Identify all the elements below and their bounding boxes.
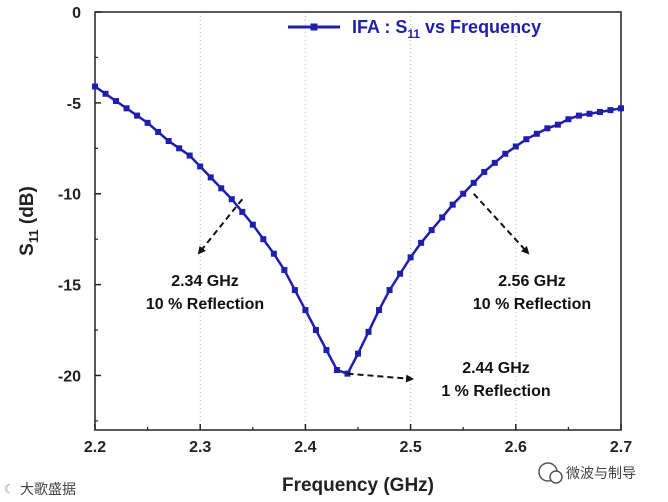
data-point [270,250,277,257]
grid [199,12,517,430]
data-point [376,307,383,314]
data-point [618,105,624,112]
legend-label-main: IFA : S [352,17,407,37]
data-point [281,267,288,274]
series-line [94,85,622,376]
data-point [102,90,109,97]
legend-marker [310,23,318,31]
data-point [291,287,298,294]
data-point [134,112,141,119]
legend-label-sub: 11 [407,27,420,41]
data-point [460,190,467,197]
data-point [260,236,267,243]
watermark-left: ☾ 大歌盛据 [4,482,76,498]
watermark-right-text: 微波与制导 [566,466,636,482]
data-point [312,327,319,334]
data-point [239,208,246,215]
data-point [228,196,235,203]
annotation-arrow [197,198,244,255]
data-point [365,328,372,335]
x-tick-label: 2.4 [294,439,316,456]
legend-label: IFA : S11 vs Frequency [352,17,541,41]
annotation-reflection: 10 % Reflection [473,296,591,313]
data-point [397,270,404,277]
annotations: 2.34 GHz 10 % Reflection 2.56 GHz 10 % Refl… [146,193,591,400]
data-point [565,116,572,123]
x-tick-label: 2.3 [189,439,211,456]
data-point [481,168,488,175]
watermark-left-text: 大歌盛据 [20,482,76,498]
data-point [113,98,120,105]
axis-ticks: 2.2 2.3 2.4 2.5 2.6 2.7 0 -5 -10 -15 -20 [58,5,632,456]
data-point [428,227,435,234]
data-point [92,83,98,90]
data-point [302,307,309,314]
y-tick-label: -10 [58,187,81,204]
data-point [596,108,603,115]
annotation-frequency: 2.56 GHz [498,273,566,290]
annotation-reflection: 1 % Reflection [441,383,550,400]
annotation-frequency: 2.34 GHz [171,273,239,290]
data-point [607,107,614,114]
annotation-arrow [472,193,530,255]
y-axis-title-rest: (dB) [17,186,38,229]
watermark-right: 微波与制导 [538,462,636,484]
data-point [186,152,193,159]
data-point [207,174,214,181]
x-tick-label: 2.5 [399,439,421,456]
data-point [491,159,498,166]
data-point [439,214,446,221]
data-point [512,143,519,150]
x-axis-title: Frequency (GHz) [282,475,434,496]
x-tick-label: 2.6 [505,439,527,456]
data-point [575,112,582,119]
data-point [176,145,183,152]
data-point [418,239,425,246]
data-point [333,367,340,374]
annotation-reflection: 10 % Reflection [146,296,264,313]
annotation-arrow [347,372,414,383]
data-point [165,138,172,145]
legend: IFA : S11 vs Frequency [288,17,541,41]
data-point [533,130,540,137]
data-point [323,347,330,354]
data-point [449,201,456,208]
data-point [197,163,204,170]
annotation-frequency: 2.44 GHz [462,360,530,377]
data-point [407,254,414,261]
y-axis-title: S11 (dB) [17,186,41,256]
data-point [502,150,509,157]
x-tick-label: 2.7 [610,439,632,456]
data-point [554,121,561,128]
data-point [123,105,130,112]
series-layer [92,83,624,377]
data-point [386,287,393,294]
data-point [155,128,162,135]
y-axis-title-sub: 11 [26,229,41,243]
y-tick-label: -5 [67,96,81,113]
legend-label-rest: vs Frequency [420,17,541,37]
y-tick-label: -15 [58,278,81,295]
y-tick-label: 0 [72,5,81,22]
data-point [586,110,593,117]
data-point [523,136,530,143]
plot-frame [94,11,622,431]
data-point [144,119,151,126]
data-point [544,125,551,132]
x-tick-label: 2.2 [84,439,106,456]
data-point [249,221,256,228]
y-tick-label: -20 [58,368,81,385]
data-point [218,185,225,192]
data-point [470,179,477,186]
y-axis-title-main: S [17,243,38,256]
watermark-left-icon: ☾ [4,482,15,496]
data-point [355,350,361,357]
wechat-icon-small [549,470,563,484]
